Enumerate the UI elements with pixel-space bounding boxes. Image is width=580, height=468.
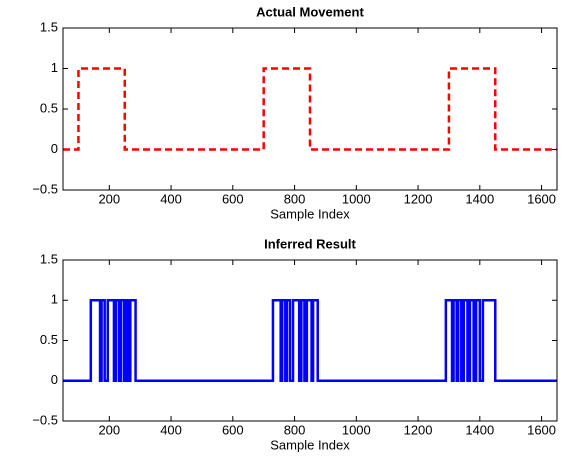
x-tick-label: 1600 xyxy=(527,422,556,437)
y-tick-label: 0 xyxy=(51,372,58,387)
y-tick-label: 0 xyxy=(51,141,58,156)
x-tick-label: 200 xyxy=(98,191,120,206)
x-tick-label: 400 xyxy=(160,191,182,206)
x-tick-label: 1200 xyxy=(404,191,433,206)
x-axis-label: Sample Index xyxy=(270,206,350,221)
y-tick-label: −0.5 xyxy=(32,412,58,427)
data-line xyxy=(63,299,557,382)
axes-box xyxy=(62,27,558,191)
x-tick-label: 200 xyxy=(98,422,120,437)
y-tick-label: 0.5 xyxy=(40,332,58,347)
x-tick-label: 1600 xyxy=(527,191,556,206)
x-tick-label: 600 xyxy=(222,422,244,437)
chart-title: Actual Movement xyxy=(256,4,364,19)
x-tick-label: 1000 xyxy=(342,422,371,437)
x-tick-label: 400 xyxy=(160,422,182,437)
y-tick-label: 1 xyxy=(51,292,58,307)
y-tick-label: −0.5 xyxy=(32,181,58,196)
y-tick-label: 1.5 xyxy=(40,19,58,34)
data-line xyxy=(63,67,557,151)
y-tick-label: 0.5 xyxy=(40,100,58,115)
x-tick-label: 600 xyxy=(222,191,244,206)
x-tick-label: 1000 xyxy=(342,191,371,206)
y-tick-label: 1.5 xyxy=(40,251,58,266)
x-tick-label: 800 xyxy=(284,422,306,437)
axes-box xyxy=(62,259,558,422)
y-tick-label: 1 xyxy=(51,60,58,75)
x-tick-label: 1200 xyxy=(404,422,433,437)
x-tick-label: 800 xyxy=(284,191,306,206)
x-axis-label: Sample Index xyxy=(270,437,350,452)
chart-title: Inferred Result xyxy=(264,236,356,251)
x-tick-label: 1400 xyxy=(465,191,494,206)
x-tick-label: 1400 xyxy=(465,422,494,437)
